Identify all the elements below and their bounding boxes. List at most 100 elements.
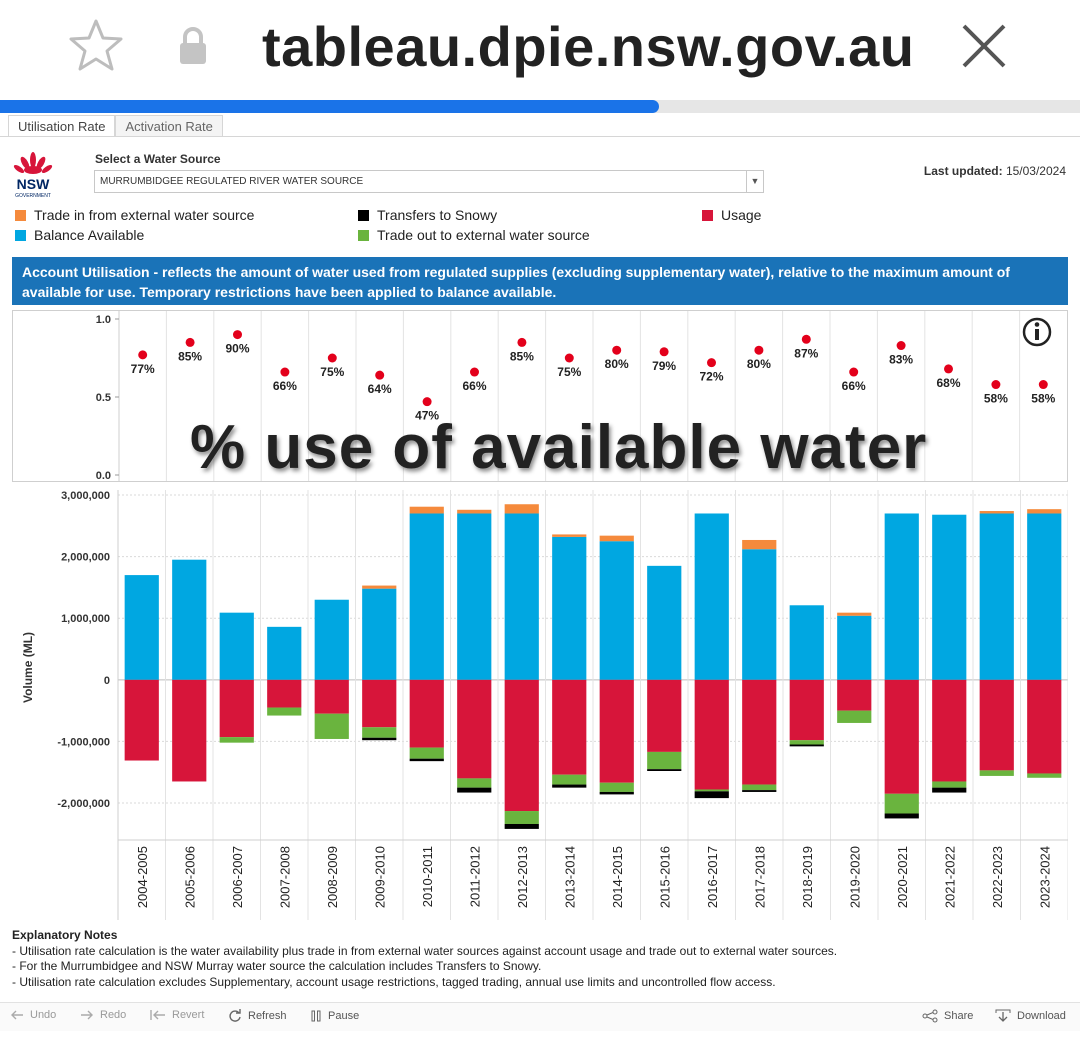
bar-transfers-to-snowy [932, 787, 967, 793]
legend-trade-in[interactable]: Trade in from external water source [15, 207, 254, 223]
x-tick-label: 2012-2013 [515, 846, 530, 908]
rate-point [470, 367, 479, 377]
x-tick-label: 2016-2017 [705, 846, 720, 908]
bar-balance-available [599, 541, 634, 680]
legend-label-balance: Balance Available [34, 227, 145, 243]
legend-label-snowy: Transfers to Snowy [377, 207, 498, 223]
legend-transfers-snowy[interactable]: Transfers to Snowy [358, 207, 497, 223]
redo-button[interactable]: Redo [80, 1009, 126, 1021]
x-tick-label: 2017-2018 [752, 846, 767, 908]
bar-trade-out-to-external-water-source [884, 793, 919, 814]
pause-icon [311, 1010, 321, 1022]
bar-usage [742, 679, 777, 785]
rate-label: 64% [368, 382, 392, 396]
logo-subtext: GOVERNMENT [15, 193, 51, 199]
download-icon [995, 1009, 1011, 1022]
revert-button[interactable]: Revert [150, 1009, 204, 1021]
utilisation-rate-chart: 1.0 0.5 0.0 77% 85% 90% 66% 75% 64% 47% 66% 85% 75% 8… [12, 310, 1068, 482]
legend-usage[interactable]: Usage [702, 207, 761, 223]
note-line: - Utilisation rate calculation excludes … [12, 974, 776, 989]
refresh-button[interactable]: Refresh [228, 1009, 287, 1023]
tab-utilisation-rate[interactable]: Utilisation Rate [8, 115, 116, 137]
bar-usage [599, 679, 634, 783]
page-load-progress-fill [0, 100, 659, 113]
revert-label: Revert [172, 1009, 205, 1021]
undo-icon [11, 1010, 23, 1020]
dashboard-tabs: Utilisation Rate Activation Rate [8, 115, 223, 137]
last-updated-label: Last updated: [923, 164, 1003, 178]
y-tick-label: -2,000,000 [57, 798, 110, 810]
rate-label: 85% [178, 349, 202, 363]
legend-swatch-trade-in [15, 209, 26, 221]
x-tick-label: 2009-2010 [372, 846, 387, 908]
tab-activation-rate[interactable]: Activation Rate [115, 115, 223, 137]
notes-title: Explanatory Notes [12, 928, 118, 942]
undo-label: Undo [30, 1009, 57, 1021]
tab-divider [0, 136, 1080, 137]
x-tick-label: 2021-2022 [942, 846, 957, 908]
share-button[interactable]: Share [922, 1009, 973, 1023]
x-tick-label: 2015-2016 [657, 846, 672, 908]
bar-balance-available [172, 559, 207, 680]
dropdown-arrow-icon[interactable]: ▼ [746, 171, 763, 192]
rate-point [801, 334, 811, 344]
bar-balance-available [979, 513, 1014, 680]
bar-balance-available [694, 513, 729, 680]
rate-point [991, 380, 1001, 390]
pause-button[interactable]: Pause [310, 1009, 359, 1023]
undo-button[interactable]: Undo [10, 1009, 56, 1021]
download-button[interactable]: Download [995, 1009, 1066, 1023]
bar-usage [979, 679, 1014, 771]
select-label: Select a Water Source [95, 152, 221, 166]
bar-usage [932, 679, 967, 782]
bar-balance-available [932, 514, 967, 680]
bar-usage [219, 679, 254, 738]
bar-balance-available [124, 575, 159, 680]
rate-label: 68% [936, 376, 960, 390]
rate-point [849, 367, 859, 377]
legend-trade-out[interactable]: Trade out to external water source [358, 227, 590, 243]
y-axis-title: Volume (ML) [21, 632, 35, 703]
bar-usage [647, 679, 682, 752]
water-source-select[interactable]: MURRUMBIDGEE REGULATED RIVER WATER SOURC… [94, 170, 764, 193]
rate-point [1038, 380, 1048, 390]
bar-trade-in-from-external-water-source [362, 585, 397, 589]
rate-point [707, 358, 716, 368]
bar-trade-out-to-external-water-source [552, 774, 587, 785]
bar-trade-out-to-external-water-source [267, 707, 302, 716]
share-label: Share [944, 1010, 974, 1022]
bar-transfers-to-snowy [552, 784, 587, 788]
bar-balance-available [314, 599, 349, 680]
legend-label-trade-in: Trade in from external water source [34, 207, 255, 223]
info-icon[interactable] [1022, 317, 1052, 347]
star-icon[interactable] [66, 16, 126, 76]
bar-trade-out-to-external-water-source [362, 727, 397, 738]
bar-usage [314, 679, 349, 714]
rate-label: 66% [462, 379, 486, 393]
rate-label: 66% [842, 379, 866, 393]
x-tick-label: 2011-2012 [467, 846, 482, 907]
bar-trade-out-to-external-water-source [599, 782, 634, 792]
bar-trade-in-from-external-water-source [409, 506, 444, 514]
rate-point [280, 367, 290, 377]
bar-transfers-to-snowy [362, 737, 397, 741]
bar-balance-available [219, 612, 254, 680]
close-icon[interactable] [958, 20, 1010, 72]
rate-point [185, 337, 195, 347]
x-tick-label: 2018-2019 [800, 846, 815, 908]
x-tick-label: 2004-2005 [135, 846, 150, 908]
logo-text: NSW [17, 176, 50, 192]
bar-usage [552, 679, 587, 775]
legend-balance-available[interactable]: Balance Available [15, 227, 144, 243]
url-text[interactable]: tableau.dpie.nsw.gov.au [262, 15, 915, 78]
bar-balance-available [362, 588, 397, 680]
rate-point [659, 347, 669, 357]
bar-balance-available [457, 513, 492, 680]
y-tick-label: 1,000,000 [61, 613, 110, 625]
overlay-caption: % use of available water [190, 413, 928, 482]
y-tick-label: -1,000,000 [57, 736, 110, 748]
rate-point [375, 370, 385, 380]
rate-label: 75% [320, 365, 344, 379]
last-updated-value: 15/03/2024 [1005, 164, 1066, 178]
bar-trade-out-to-external-water-source [647, 751, 682, 770]
